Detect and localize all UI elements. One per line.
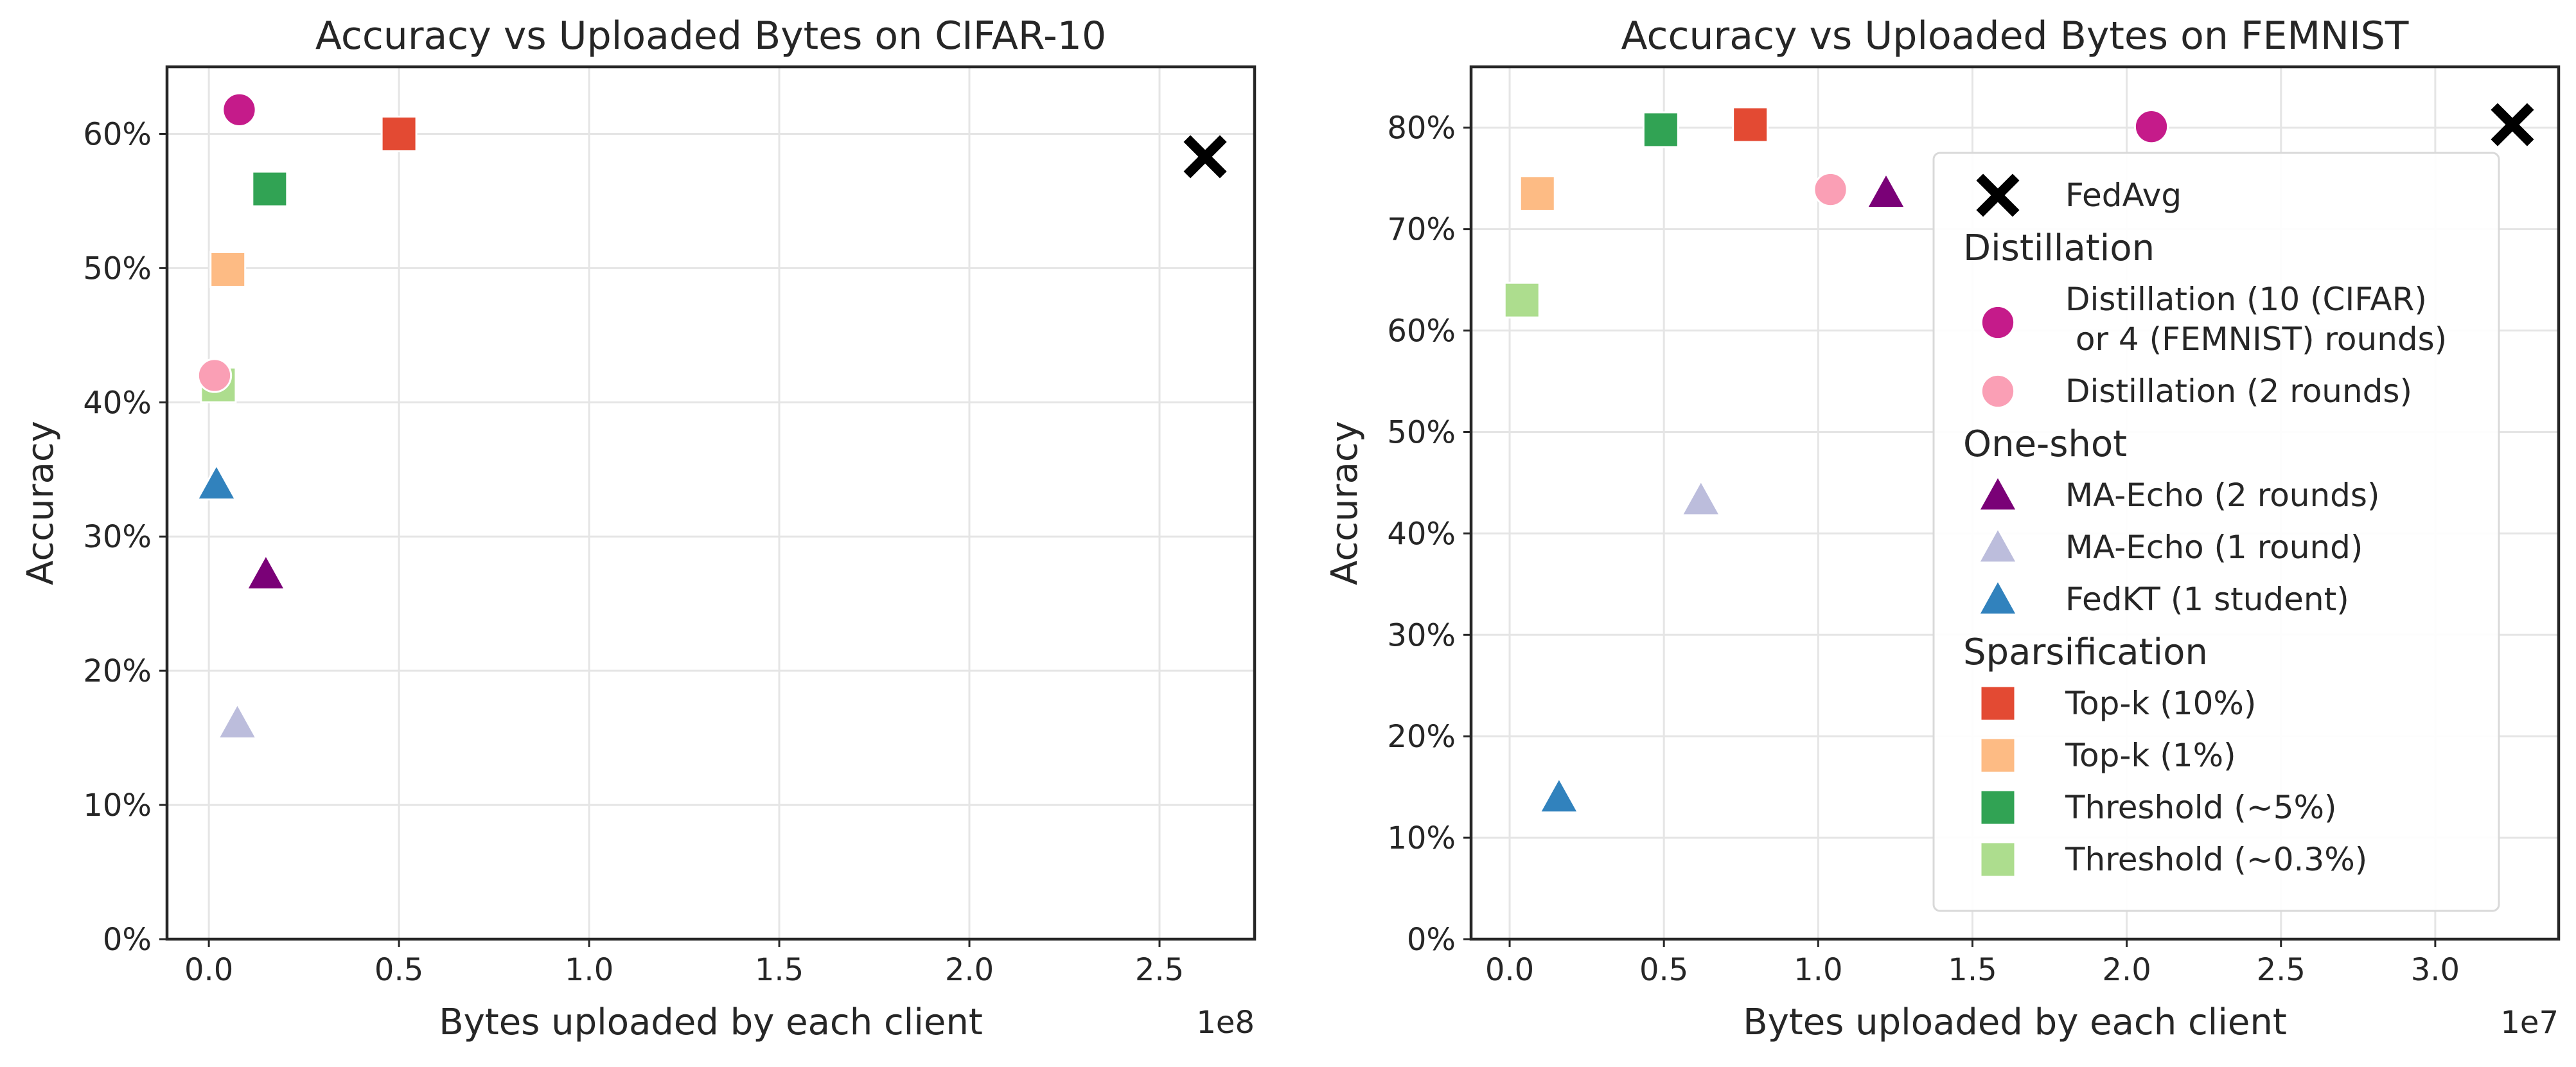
legend-box bbox=[1932, 152, 2500, 912]
legend-label-line: Threshold (~0.3%) bbox=[2065, 841, 2367, 878]
x-tick-label: 2.0 bbox=[2102, 952, 2151, 988]
data-point-ma-echo-1-round bbox=[216, 701, 258, 739]
legend-label-line: FedAvg bbox=[2065, 177, 2182, 214]
legend-label: Top-k (10%) bbox=[2065, 685, 2256, 722]
data-point-top-k-1 bbox=[209, 251, 247, 288]
x-offset-label: 1e7 bbox=[2500, 1005, 2559, 1041]
y-tick-label: 0% bbox=[103, 922, 152, 958]
legend-label-line: MA-Echo (2 rounds) bbox=[2065, 477, 2379, 514]
legend-marker-top-k-10 bbox=[1979, 685, 2016, 722]
y-tick-label: 0% bbox=[1407, 922, 1456, 958]
data-point-fedkt-1-student bbox=[195, 463, 238, 501]
y-tick-label: 30% bbox=[1387, 617, 1456, 653]
data-point-top-k-10 bbox=[380, 115, 418, 152]
legend-label: MA-Echo (2 rounds) bbox=[2065, 477, 2379, 514]
data-point-distillation-10-cifar-or-4-femnist-rounds bbox=[2133, 109, 2169, 145]
y-tick-label: 50% bbox=[1387, 414, 1456, 450]
legend-label-line: Top-k (10%) bbox=[2065, 685, 2256, 722]
legend-label: Top-k (1%) bbox=[2065, 737, 2236, 774]
legend-label: Threshold (~0.3%) bbox=[2065, 841, 2367, 878]
x-tick-label: 1.0 bbox=[565, 952, 613, 988]
data-point-threshold-5 bbox=[251, 170, 288, 207]
x-tick-label: 0.5 bbox=[375, 952, 423, 988]
legend-label: Distillation (10 (CIFAR) or 4 (FEMNIST) … bbox=[2065, 281, 2447, 358]
chart-panel-1: 0.0 0.5 1.0 1.5 2.0 2.5 0% 10% 20% 30% 40% 50% 60% Ac… bbox=[20, 13, 1257, 1043]
data-point-threshold-5 bbox=[1642, 111, 1679, 148]
data-point-ma-echo-2-rounds bbox=[1865, 172, 1907, 209]
data-point-top-k-10 bbox=[1732, 106, 1769, 143]
y-tick-label: 50% bbox=[83, 251, 152, 287]
legend-marker-distillation-2-rounds bbox=[1980, 373, 2016, 409]
x-tick-label: 2.0 bbox=[945, 952, 994, 988]
legend-group-heading: Sparsification bbox=[1963, 631, 2208, 673]
data-point-threshold-0-3 bbox=[1503, 281, 1540, 319]
data-point-fedavg bbox=[1183, 135, 1227, 179]
chart-title: Accuracy vs Uploaded Bytes on FEMNIST bbox=[1621, 13, 2409, 58]
legend-marker-top-k-1 bbox=[1979, 737, 2016, 774]
x-tick-label: 3.0 bbox=[2411, 952, 2460, 988]
legend-label-line: Distillation (2 rounds) bbox=[2065, 373, 2412, 410]
x-offset-label: 1e8 bbox=[1196, 1005, 1255, 1041]
legend-group-heading: One-shot bbox=[1963, 423, 2127, 465]
y-tick-label: 20% bbox=[83, 653, 152, 689]
x-tick-label: 1.5 bbox=[1948, 952, 1997, 988]
data-point-ma-echo-2-rounds bbox=[245, 552, 287, 590]
legend-label-line: Threshold (~5%) bbox=[2065, 789, 2337, 826]
data-point-fedavg bbox=[2491, 103, 2534, 146]
x-tick-label: 1.5 bbox=[755, 952, 804, 988]
data-point-distillation-10-cifar-or-4-femnist-rounds bbox=[222, 92, 257, 128]
y-tick-label: 40% bbox=[1387, 516, 1456, 552]
data-point-distillation-2-rounds bbox=[1813, 172, 1848, 207]
y-tick-label: 30% bbox=[83, 519, 152, 555]
legend-marker-distillation-10-cifar-or-4-femnist-rounds bbox=[1980, 304, 2016, 340]
data-point-distillation-2-rounds bbox=[197, 358, 233, 393]
legend-marker-ma-echo-2-rounds bbox=[1977, 474, 2019, 512]
legend-label-line: Top-k (1%) bbox=[2065, 737, 2236, 774]
legend-label: FedAvg bbox=[2065, 177, 2182, 214]
data-point-fedkt-1-student bbox=[1538, 776, 1580, 814]
y-axis-label: Accuracy bbox=[1324, 421, 1366, 585]
y-tick-label: 80% bbox=[1387, 110, 1456, 146]
legend-marker-fedavg bbox=[1976, 173, 2020, 217]
x-axis-label: Bytes uploaded by each client bbox=[439, 1001, 983, 1043]
legend-marker-fedkt-1-student bbox=[1977, 578, 2019, 616]
y-axis-label: Accuracy bbox=[20, 421, 62, 585]
legend: FedAvg Distillation Distillation (10 (CIFA… bbox=[1932, 152, 2500, 912]
x-tick-label: 0.5 bbox=[1639, 952, 1688, 988]
legend-label: MA-Echo (1 round) bbox=[2065, 529, 2363, 566]
legend-marker-threshold-5 bbox=[1979, 789, 2016, 826]
y-tick-label: 60% bbox=[1387, 313, 1456, 349]
legend-label: FedKT (1 student) bbox=[2065, 581, 2349, 618]
legend-label-line: FedKT (1 student) bbox=[2065, 581, 2349, 618]
y-tick-label: 10% bbox=[83, 788, 152, 824]
legend-label-line: or 4 (FEMNIST) rounds) bbox=[2065, 321, 2447, 358]
x-tick-label: 2.5 bbox=[2257, 952, 2306, 988]
legend-group-heading: Distillation bbox=[1963, 227, 2155, 269]
y-tick-label: 20% bbox=[1387, 719, 1456, 755]
legend-label: Threshold (~5%) bbox=[2065, 789, 2337, 826]
plot-frame bbox=[165, 65, 1257, 941]
y-tick-label: 70% bbox=[1387, 212, 1456, 248]
data-point-top-k-1 bbox=[1519, 175, 1556, 212]
plot-frame bbox=[1469, 65, 2561, 941]
y-tick-label: 60% bbox=[83, 116, 152, 152]
chart-title: Accuracy vs Uploaded Bytes on CIFAR-10 bbox=[315, 13, 1106, 58]
x-tick-label: 1.0 bbox=[1794, 952, 1842, 988]
legend-label-line: Distillation (10 (CIFAR) bbox=[2065, 281, 2427, 318]
legend-marker-ma-echo-1-round bbox=[1977, 526, 2019, 564]
x-axis-label: Bytes uploaded by each client bbox=[1743, 1001, 2287, 1043]
y-tick-label: 40% bbox=[83, 385, 152, 421]
legend-label-line: MA-Echo (1 round) bbox=[2065, 529, 2363, 566]
x-tick-label: 0.0 bbox=[184, 952, 233, 988]
legend-label: Distillation (2 rounds) bbox=[2065, 373, 2412, 410]
x-tick-label: 0.0 bbox=[1485, 952, 1534, 988]
x-tick-label: 2.5 bbox=[1135, 952, 1184, 988]
legend-marker-threshold-0-3 bbox=[1979, 841, 2016, 878]
data-point-ma-echo-1-round bbox=[1680, 479, 1722, 516]
y-tick-label: 10% bbox=[1387, 820, 1456, 856]
